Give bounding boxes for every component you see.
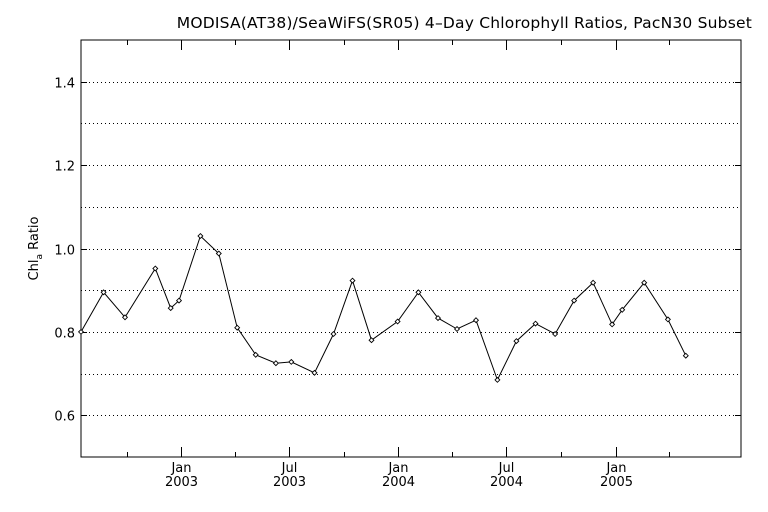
data-point [609,321,616,328]
y-axis-title-rest: Ratio [27,216,42,254]
x-tick-label-month: Jan [605,461,626,476]
data-point [590,279,597,286]
x-tick-label-year: 2004 [490,475,523,490]
y-tick-label: 1.2 [54,160,75,175]
data-point [288,358,295,365]
data-point [434,315,442,322]
y-tick-label: 0.6 [54,410,75,425]
data-series [77,232,689,383]
data-point [368,337,375,344]
data-point [100,289,107,296]
data-point [453,325,461,333]
data-point [330,330,337,338]
x-tick-label-year: 2005 [600,475,633,490]
series-line [80,235,687,382]
y-axis-title-main: Chl [27,260,42,281]
data-point [472,317,480,324]
y-axis-title-subscript: a [35,254,45,260]
data-point [197,232,204,240]
x-tick-label-month: Jul [281,461,298,476]
chart-title: MODISA(AT38)/SeaWiFS(SR05) 4–Day Chlorop… [176,14,752,32]
y-axis-title: Chla Ratio [27,216,45,280]
data-point [252,351,259,358]
x-tick-label-month: Jan [387,461,408,476]
data-point [77,328,85,335]
plot-frame [80,39,742,458]
y-tick-label: 0.8 [54,327,75,342]
data-point [571,297,578,304]
data-point [121,314,129,321]
data-point [494,376,501,383]
data-point [167,305,174,312]
axis-labels: 0.60.81.01.21.4Jan2003Jul2003Jan2004Jul2… [54,77,633,491]
data-point [394,318,401,325]
x-tick-label-month: Jan [170,461,191,476]
x-tick-label-month: Jul [498,461,515,476]
data-point [152,265,159,272]
data-point [175,297,183,304]
y-tick-label: 1.0 [54,244,75,259]
y-tick-label: 1.4 [54,77,75,92]
x-tick-label-year: 2003 [273,475,306,490]
data-point [215,250,222,257]
data-point [272,360,279,367]
data-point [532,320,539,327]
grid-lines [81,82,741,416]
data-point [311,369,318,376]
data-point [415,289,422,296]
data-point [664,316,671,323]
data-point [513,338,520,345]
data-point [619,306,626,313]
data-point [234,324,241,331]
data-point [682,352,689,359]
data-point [641,279,648,286]
data-point [552,330,559,338]
axis-ticks [81,40,741,457]
x-tick-label-year: 2004 [382,475,415,490]
data-point [349,277,356,284]
x-tick-label-year: 2003 [165,475,198,490]
